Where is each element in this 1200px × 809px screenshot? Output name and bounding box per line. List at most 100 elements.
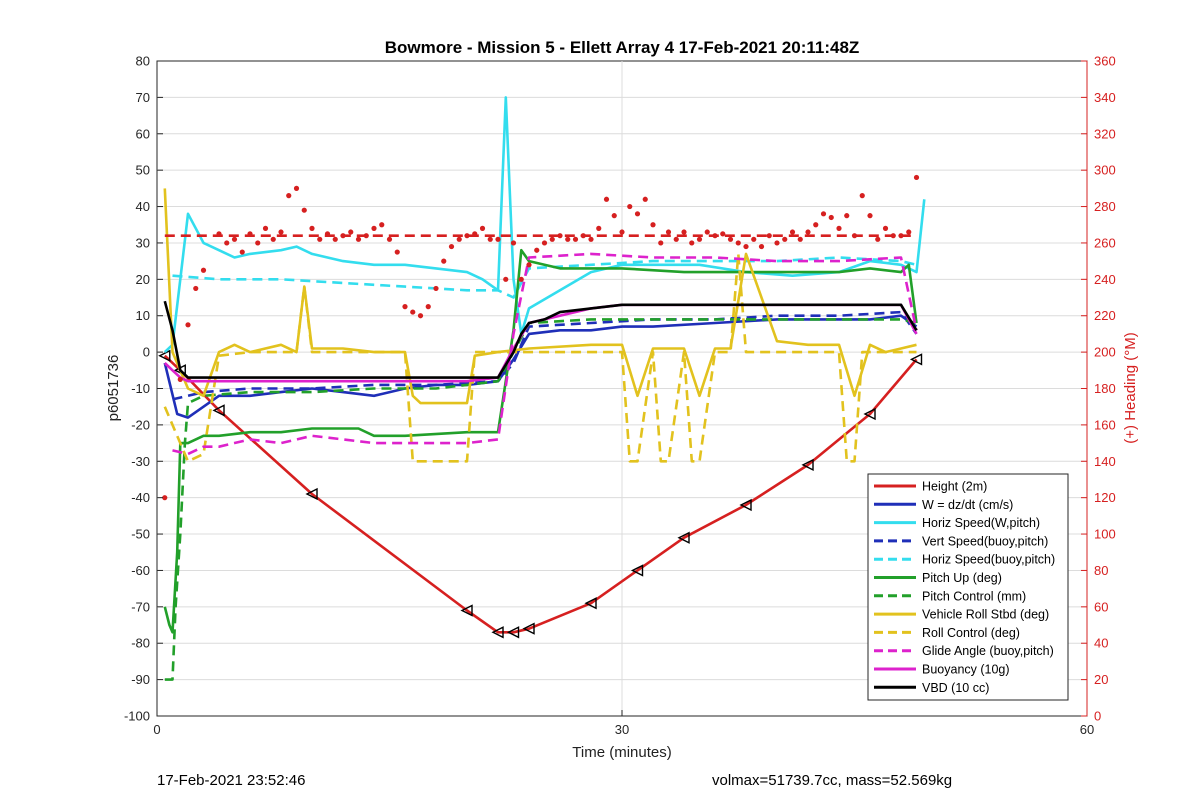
height-marker — [522, 622, 535, 635]
heading-point — [859, 193, 865, 199]
height-marker — [212, 404, 225, 417]
heading-point — [782, 236, 788, 242]
y-left-tick-label: -50 — [131, 527, 150, 542]
heading-point — [627, 203, 633, 210]
y-right-tick-label: 220 — [1094, 308, 1116, 323]
heading-point — [611, 213, 617, 219]
heading-point — [402, 304, 408, 310]
heading-point — [813, 222, 819, 228]
legend-label: Roll Control (deg) — [922, 626, 1020, 640]
y-left-tick-label: -70 — [131, 599, 150, 614]
series-horiz-speed-w-pitch — [163, 96, 926, 354]
heading-point — [162, 495, 168, 501]
heading-point — [510, 240, 517, 246]
y-left-tick-label: 0 — [143, 345, 150, 360]
heading-point — [332, 236, 338, 242]
y-left-tick-label: -100 — [124, 709, 150, 724]
heading-point — [634, 211, 641, 217]
y-right-tick-label: 100 — [1094, 527, 1116, 542]
x-axis-label: Time (minutes) — [572, 744, 671, 761]
y-right-tick-label: 320 — [1094, 126, 1116, 141]
heading-point — [882, 225, 889, 231]
heading-point — [844, 213, 850, 219]
legend-label: Buoyancy (10g) — [922, 663, 1010, 677]
height-marker — [460, 604, 473, 617]
chart-title: Bowmore - Mission 5 - Ellett Array 4 17-… — [385, 38, 860, 57]
heading-point — [689, 240, 695, 246]
heading-point — [262, 225, 269, 231]
heading-point — [495, 236, 501, 242]
heading-point — [286, 193, 292, 199]
height-marker — [584, 597, 597, 610]
y-left-tick-label: 30 — [136, 235, 150, 250]
heading-point — [704, 229, 710, 235]
heading-point — [293, 185, 300, 191]
heading-point — [696, 236, 703, 242]
heading-point — [441, 258, 447, 264]
footer-vehicle-info: volmax=51739.7cc, mass=52.569kg — [712, 772, 953, 789]
series-roll-control-deg — [163, 252, 917, 463]
y-left-tick-label: 40 — [136, 199, 150, 214]
heading-point — [743, 243, 749, 250]
y-right-tick-label: 140 — [1094, 454, 1116, 469]
series-layer — [158, 96, 926, 681]
heading-point — [913, 174, 920, 181]
heading-point — [487, 236, 493, 242]
heading-point — [479, 225, 486, 231]
height-marker — [491, 626, 504, 639]
y-left-tick-label: 80 — [136, 54, 150, 69]
y-right-tick-label: 60 — [1094, 599, 1108, 614]
heading-point — [177, 376, 183, 383]
heading-point — [751, 236, 757, 242]
y-right-tick-label: 240 — [1094, 272, 1116, 287]
y-left-tick-label: -80 — [131, 636, 150, 651]
y-left-tick-label: 70 — [136, 90, 150, 105]
height-marker — [506, 626, 520, 639]
height-marker — [863, 407, 876, 421]
legend-label: Vert Speed(buoy,pitch) — [922, 534, 1048, 548]
heading-point — [758, 243, 765, 250]
heading-point — [541, 240, 548, 246]
y-right-tick-label: 120 — [1094, 490, 1116, 505]
heading-point — [317, 236, 323, 242]
heading-point — [875, 236, 881, 242]
heading-point — [565, 236, 571, 242]
y-left-tick-label: 20 — [136, 272, 150, 287]
heading-point — [255, 240, 261, 246]
heading-point — [572, 236, 579, 242]
footer-timestamp: 17-Feb-2021 23:52:46 — [157, 772, 306, 789]
height-marker — [801, 458, 814, 472]
y-left-tick-label: -20 — [131, 417, 150, 432]
legend-box — [867, 473, 1069, 701]
legend-label: W = dz/dt (cm/s) — [922, 498, 1013, 512]
y-axis-left-label: p6051736 — [105, 355, 122, 422]
heading-point — [642, 196, 648, 202]
heading-point — [503, 276, 509, 282]
y-left-tick-label: 10 — [136, 308, 150, 323]
heading-point — [588, 236, 594, 242]
heading-point — [534, 247, 540, 253]
heading-point — [658, 240, 664, 246]
heading-point — [828, 214, 834, 221]
heading-point — [193, 285, 199, 292]
height-marker — [677, 531, 690, 544]
heading-point — [549, 236, 555, 242]
y-right-tick-label: 260 — [1094, 235, 1116, 250]
y-right-tick-label: 360 — [1094, 54, 1116, 69]
x-tick-label: 60 — [1080, 722, 1094, 737]
heading-point — [456, 236, 462, 242]
heading-point — [448, 243, 455, 250]
heading-point — [394, 249, 400, 255]
y-left-tick-label: 60 — [136, 126, 150, 141]
heading-point — [433, 285, 439, 292]
heading-point — [185, 322, 191, 328]
y-left-tick-label: -90 — [131, 672, 150, 687]
heading-point — [231, 236, 238, 242]
height-marker — [739, 498, 752, 512]
y-left-tick-label: -10 — [131, 381, 150, 396]
y-right-tick-label: 0 — [1094, 709, 1101, 724]
heading-point — [665, 229, 672, 235]
heading-point — [386, 236, 393, 242]
